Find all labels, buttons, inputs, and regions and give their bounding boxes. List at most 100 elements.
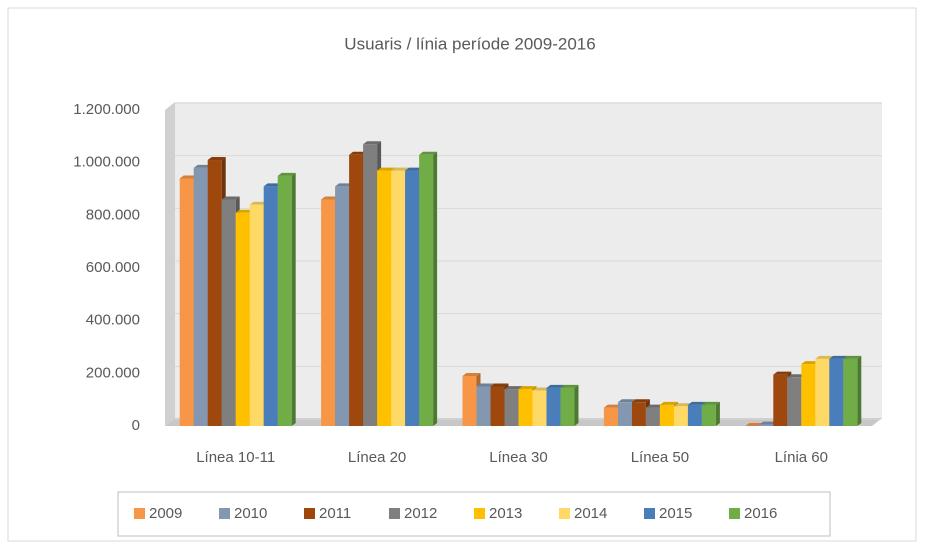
legend-swatch — [474, 508, 485, 519]
bar-top — [687, 401, 706, 405]
bar — [560, 387, 575, 426]
bar-side — [857, 355, 862, 426]
bar — [221, 199, 236, 426]
bar — [193, 167, 208, 426]
bar — [277, 175, 292, 426]
y-tick-label: 800.000 — [86, 206, 140, 223]
bar-top — [801, 361, 820, 365]
bar — [518, 389, 533, 426]
bar — [207, 160, 222, 427]
bar-top — [335, 183, 354, 187]
bar — [419, 154, 434, 426]
bar — [504, 389, 519, 426]
bar — [645, 407, 660, 426]
bar — [476, 386, 491, 426]
bar — [843, 358, 858, 426]
bar-side — [291, 172, 296, 426]
bar — [249, 204, 264, 426]
bar-top — [659, 401, 678, 405]
bar-top — [701, 401, 720, 405]
bar-top — [207, 157, 226, 161]
bar-top — [518, 386, 537, 390]
y-tick-label: 600.000 — [86, 259, 140, 276]
bar — [391, 170, 406, 426]
bar — [462, 375, 477, 426]
bar — [363, 144, 378, 426]
bar-top — [249, 201, 268, 205]
legend-swatch — [304, 508, 315, 519]
bar — [815, 358, 830, 426]
bar — [235, 212, 250, 426]
bar — [335, 186, 350, 426]
bar-top — [277, 172, 296, 176]
x-tick-label: Línea 50 — [631, 449, 689, 466]
legend-label: 2011 — [319, 505, 351, 522]
y-tick-label: 400.000 — [86, 312, 140, 329]
bar-top — [815, 355, 834, 359]
legend-swatch — [729, 508, 740, 519]
bar-top — [193, 164, 212, 168]
bar-top — [490, 383, 509, 387]
x-tick-label: Línea 30 — [489, 449, 547, 466]
bar — [759, 424, 774, 426]
bar — [490, 386, 505, 426]
legend-swatch — [219, 508, 230, 519]
bar-top — [787, 374, 806, 378]
bar — [617, 402, 632, 426]
bar — [701, 404, 716, 426]
bar-top — [476, 383, 495, 387]
bar — [263, 186, 278, 426]
bar-top — [631, 399, 650, 403]
bar-top — [235, 209, 254, 213]
bar — [321, 199, 336, 426]
bar-top — [391, 167, 410, 171]
legend-label: 2014 — [574, 505, 607, 522]
bar-top — [773, 371, 792, 375]
bar-top — [504, 386, 523, 390]
bar — [687, 404, 702, 426]
legend-swatch — [559, 508, 570, 519]
legend-label: 2010 — [234, 505, 267, 522]
bar — [801, 364, 816, 426]
y-tick-label: 1.200.000 — [73, 101, 140, 118]
bar-top — [532, 387, 551, 391]
legend-label: 2013 — [489, 505, 522, 522]
bar — [673, 406, 688, 426]
bar — [631, 402, 646, 426]
bar — [377, 170, 392, 426]
x-tick-label: Línia 60 — [775, 449, 828, 466]
legend-swatch — [134, 508, 145, 519]
x-tick-label: Línea 20 — [348, 449, 406, 466]
bar-top — [321, 196, 340, 200]
bar-top — [645, 404, 664, 408]
x-tick-label: Línea 10-11 — [196, 449, 275, 466]
bar-top — [179, 175, 198, 179]
bar — [405, 170, 420, 426]
bar — [659, 404, 674, 426]
bar — [829, 358, 844, 426]
bar-top — [745, 423, 764, 426]
bar-top — [560, 384, 579, 388]
legend-label: 2015 — [659, 505, 692, 522]
legend-swatch — [389, 508, 400, 519]
bar-top — [405, 167, 424, 171]
bar-top — [349, 151, 368, 155]
bar-top — [462, 372, 481, 376]
y-tick-label: 200.000 — [86, 364, 140, 381]
bar-side — [574, 384, 579, 426]
bar-side — [715, 401, 720, 426]
bar — [603, 407, 618, 426]
bar-top — [221, 196, 240, 200]
bar-top — [673, 403, 692, 407]
bar-top — [419, 151, 438, 155]
bar — [546, 387, 561, 426]
bar-top — [759, 421, 778, 425]
bar — [349, 154, 364, 426]
bar-top — [603, 404, 622, 408]
y-tick-label: 1.000.000 — [73, 154, 140, 171]
bar-top — [829, 355, 848, 359]
y-tick-label: 0 — [132, 417, 140, 434]
bar — [787, 377, 802, 426]
bar — [773, 374, 788, 426]
legend-label: 2012 — [404, 505, 437, 522]
